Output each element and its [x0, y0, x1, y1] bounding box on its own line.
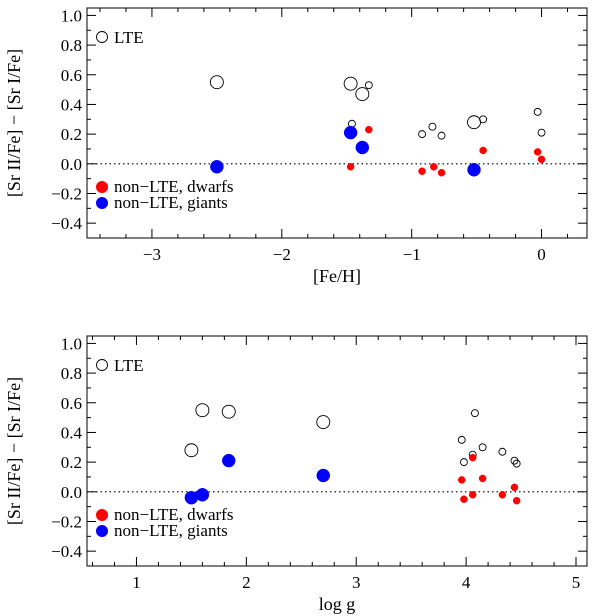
y-tick-label: 0.6	[61, 66, 82, 85]
chart-panel-2: −0.4 −0.2 0.0 0.2 0.4 0.6 0.8 1.0 1 2 3 4 5 log g [Sr …	[4, 334, 588, 614]
dwarf-point	[437, 168, 446, 177]
y-tick-label: 0.4	[61, 95, 83, 114]
lte-point	[418, 130, 427, 139]
y-tick-label: −0.4	[51, 214, 82, 233]
lte-point	[470, 409, 479, 418]
plot-frame	[86, 335, 588, 567]
dwarf-point	[460, 495, 468, 503]
plot-frame	[86, 7, 588, 239]
legend-giants-label: non−LTE, giants	[114, 521, 228, 540]
lte-point	[479, 115, 488, 124]
series-lte	[184, 403, 521, 468]
dwarf-point	[498, 491, 507, 499]
lte-point	[459, 458, 468, 467]
lte-point	[467, 115, 481, 130]
x-tick-label: 5	[572, 573, 581, 592]
y-tick-label: 0.2	[61, 453, 82, 472]
y-tick-label: −0.2	[51, 512, 82, 531]
lte-point	[184, 443, 199, 458]
giant-point	[316, 468, 331, 483]
giant-point	[195, 488, 210, 502]
lte-point	[355, 87, 370, 102]
dwarf-point	[346, 163, 355, 171]
dwarf-point	[510, 483, 519, 492]
legend-giants-label: non−LTE, giants	[114, 193, 228, 212]
legend-lte-label: LTE	[114, 28, 144, 47]
x-tick-label: 4	[462, 573, 471, 592]
dwarf-point	[365, 125, 373, 134]
dwarf-point	[468, 453, 477, 462]
giant-point	[343, 125, 358, 140]
series-lte	[209, 75, 546, 140]
legend-giants-marker	[96, 525, 108, 537]
x-tick-label: −2	[273, 245, 291, 264]
legend-giants-marker	[96, 197, 108, 209]
dwarf-point	[537, 155, 546, 164]
y-tick-label: 0.2	[61, 125, 82, 144]
legend-dwarfs-marker	[96, 509, 108, 521]
lte-point	[478, 443, 487, 452]
x-axis-label: log g	[319, 594, 356, 614]
lte-point	[221, 404, 236, 419]
y-tick-label: −0.4	[51, 542, 82, 561]
legend-lte-marker	[96, 359, 108, 371]
legend-dwarfs-label: non−LTE, dwarfs	[114, 505, 233, 524]
dwarf-point	[430, 163, 438, 171]
legend-dwarfs-label: non−LTE, dwarfs	[114, 177, 233, 196]
giant-point	[222, 453, 236, 468]
lte-point	[316, 415, 331, 430]
x-axis-label: [Fe/H]	[313, 266, 361, 286]
dwarf-point	[512, 496, 521, 505]
y-tick-label: 0.8	[61, 364, 82, 383]
lte-point	[533, 107, 542, 116]
lte-point	[209, 75, 224, 90]
dwarf-point	[418, 167, 426, 175]
y-axis-label: [Sr II/Fe] − [Sr I/Fe]	[4, 49, 24, 197]
y-tick-label: −0.2	[51, 184, 82, 203]
dwarf-point	[479, 146, 487, 155]
lte-point	[343, 76, 358, 91]
y-tick-label: 0.6	[61, 394, 82, 413]
series-non-lte-giants	[210, 125, 481, 177]
y-tick-label: 1.0	[61, 6, 82, 25]
x-tick-label: 1	[132, 573, 141, 592]
x-tick-label: 3	[352, 573, 361, 592]
lte-point	[364, 81, 373, 90]
lte-point	[498, 447, 507, 456]
x-tick-label: 0	[537, 245, 546, 264]
chart-panel-1: −0.4 −0.2 0.0 0.2 0.4 0.6 0.8 1.0 −3 −2 −1 0 [Fe/H] […	[4, 6, 588, 286]
lte-point	[195, 403, 210, 418]
lte-point	[537, 128, 546, 137]
giant-point	[355, 140, 370, 155]
legend-lte-marker	[96, 31, 108, 43]
lte-point	[437, 131, 446, 140]
legend-lte-label: LTE	[114, 356, 144, 375]
series-non-lte-dwarfs	[346, 125, 546, 177]
x-tick-label: −3	[143, 245, 161, 264]
y-axis-label: [Sr II/Fe] − [Sr I/Fe]	[4, 377, 24, 525]
lte-point	[512, 459, 521, 468]
y-tick-label: 0.4	[61, 423, 83, 442]
dwarf-point	[457, 476, 466, 484]
y-tick-label: 1.0	[61, 334, 82, 353]
dwarf-point	[478, 474, 487, 483]
series-non-lte-dwarfs	[457, 453, 521, 505]
giant-point	[210, 160, 224, 174]
lte-point	[428, 122, 437, 131]
giant-point	[467, 162, 481, 177]
x-tick-label: −1	[403, 245, 421, 264]
lte-point	[457, 435, 466, 444]
dwarf-point	[468, 491, 477, 499]
series-non-lte-giants	[184, 453, 331, 505]
x-tick-label: 2	[242, 573, 251, 592]
legend-dwarfs-marker	[96, 181, 108, 193]
y-tick-label: 0.0	[61, 483, 82, 502]
y-tick-label: 0.0	[61, 155, 82, 174]
dwarf-point	[533, 148, 542, 156]
y-tick-label: 0.8	[61, 36, 82, 55]
